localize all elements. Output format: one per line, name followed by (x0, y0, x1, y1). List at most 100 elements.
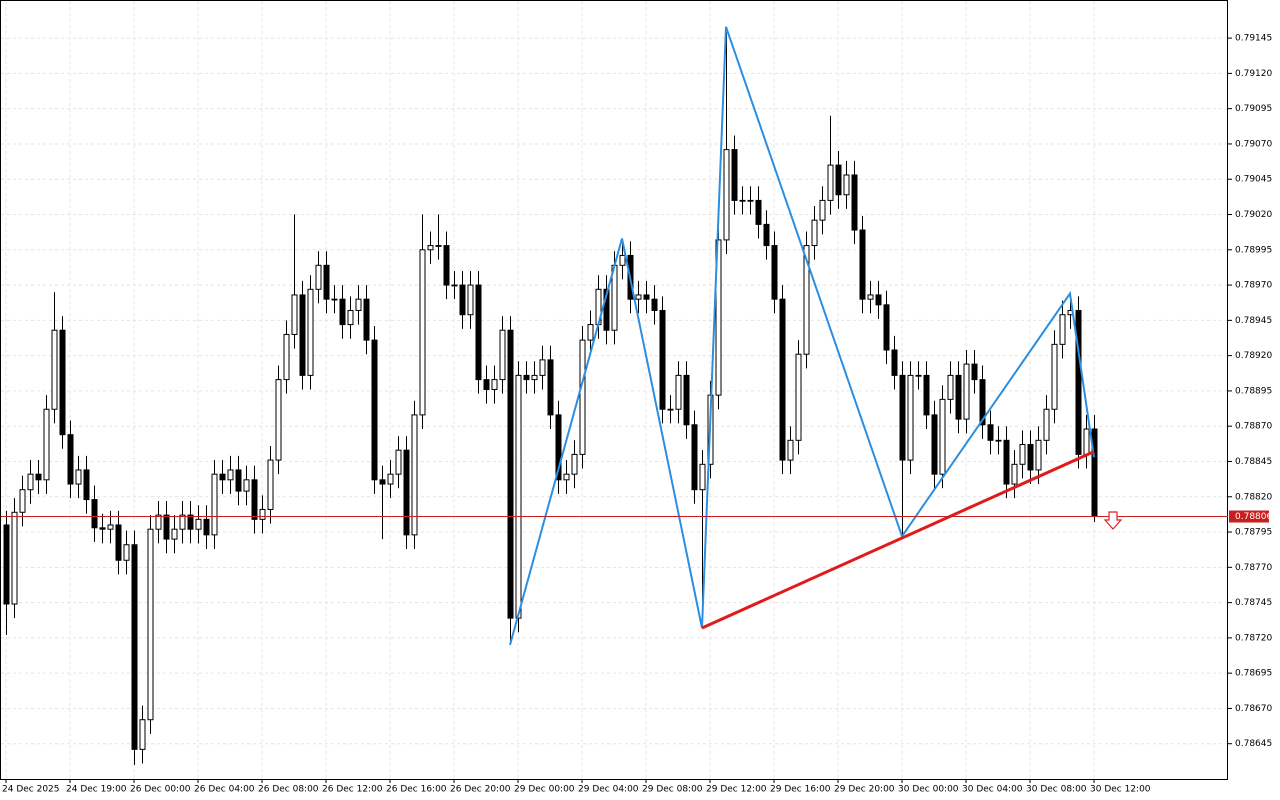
y-tick-label: 0.78745 (1235, 598, 1272, 608)
candle-body (443, 245, 450, 286)
candle-body (699, 463, 706, 491)
y-tick-label: 0.79070 (1235, 139, 1272, 149)
candle-body (795, 353, 802, 441)
candle-body (91, 499, 98, 529)
candle-body (123, 544, 130, 561)
candle-body (347, 309, 354, 326)
candle-body (43, 408, 50, 481)
candle-body (731, 149, 738, 201)
candle-body (635, 294, 642, 300)
x-tick-label: 30 Dec 08:00 (1026, 785, 1087, 795)
candle-body (931, 414, 938, 475)
candle-body (995, 439, 1002, 442)
candle-body (67, 434, 74, 485)
candle-body (99, 527, 106, 530)
candle-body (907, 374, 914, 461)
candle-body (859, 229, 866, 300)
candle-body (715, 239, 722, 396)
y-tick-label: 0.78820 (1235, 492, 1272, 502)
candle-body (171, 528, 178, 540)
y-tick-label: 0.78945 (1235, 316, 1272, 326)
candle-body (315, 264, 322, 290)
x-tick-label: 30 Dec 04:00 (962, 785, 1023, 795)
x-tick-label: 26 Dec 16:00 (386, 785, 447, 795)
candle-body (11, 511, 18, 605)
candle-body (955, 374, 962, 420)
candle-body (307, 288, 314, 376)
candle-body (643, 294, 650, 300)
x-tick-label: 29 Dec 20:00 (834, 785, 895, 795)
candle-body (755, 199, 762, 225)
plot-frame (0, 0, 1228, 780)
candle-body (203, 518, 210, 536)
y-tick-label: 0.78645 (1235, 739, 1272, 749)
candle-body (835, 164, 842, 196)
candle-body (267, 459, 274, 510)
candle-body (539, 359, 546, 376)
x-tick-label: 26 Dec 04:00 (194, 785, 255, 795)
candle-body (363, 298, 370, 341)
candle-body (803, 245, 810, 355)
candle-body (619, 254, 626, 266)
candle-body (587, 324, 594, 341)
y-tick-label: 0.78770 (1235, 563, 1272, 573)
candle-body (107, 524, 114, 530)
x-tick-label: 30 Dec 00:00 (898, 785, 959, 795)
x-tick-label: 29 Dec 00:00 (514, 785, 575, 795)
candle-body (419, 249, 426, 416)
x-tick-label: 29 Dec 12:00 (706, 785, 767, 795)
candle-body (923, 374, 930, 416)
candle-body (371, 339, 378, 481)
trend-line (701, 450, 1095, 630)
candle-body (283, 333, 290, 381)
candle-body (1027, 444, 1034, 471)
candle-body (499, 329, 506, 381)
y-tick-label: 0.78970 (1235, 281, 1272, 291)
candle-body (411, 414, 418, 536)
candle-body (195, 518, 202, 530)
y-tick-label: 0.78845 (1235, 457, 1272, 467)
y-tick-label: 0.78795 (1235, 528, 1272, 538)
candle-body (1035, 439, 1042, 471)
candle-body (507, 329, 514, 619)
x-tick-label: 26 Dec 00:00 (130, 785, 191, 795)
y-tick-label: 0.78995 (1235, 245, 1272, 255)
candle-body (179, 514, 186, 530)
y-tick-label: 0.79145 (1235, 34, 1272, 44)
candle-body (763, 223, 770, 247)
x-tick-label: 26 Dec 08:00 (258, 785, 319, 795)
x-tick-label: 30 Dec 12:00 (1090, 785, 1151, 795)
candle-body (1083, 428, 1090, 455)
candle-body (515, 374, 522, 619)
candle-body (51, 329, 58, 410)
candle-body (779, 298, 786, 461)
candle-body (155, 514, 162, 530)
marks (1, 26, 1228, 765)
candle-body (19, 489, 26, 513)
candle-body (115, 524, 122, 561)
candle-body (83, 469, 90, 501)
candle-body (579, 339, 586, 455)
candle-body (747, 199, 754, 202)
candle-body (1043, 408, 1050, 441)
candle-body (947, 374, 954, 400)
y-tick-label: 0.78895 (1235, 386, 1272, 396)
candle-body (467, 284, 474, 316)
axes: 0.79145 0.79120 0.79095 0.79070 0.79045 0.790… (2, 34, 1272, 795)
candle-body (227, 469, 234, 481)
candle-body (883, 304, 890, 351)
candle-body (571, 453, 578, 475)
candle-body (531, 374, 538, 381)
candle-body (659, 309, 666, 410)
candle-body (787, 439, 794, 461)
candle-body (451, 284, 458, 287)
candle-body (651, 298, 658, 311)
price-label-box (1229, 510, 1269, 523)
y-tick-label: 0.79120 (1235, 69, 1272, 79)
y-tick-label: 0.79020 (1235, 210, 1272, 220)
candle-body (27, 473, 34, 491)
price-label: 0.78806 (1235, 512, 1272, 522)
candle-body (667, 408, 674, 411)
candle-body (899, 374, 906, 461)
candle-body (691, 424, 698, 491)
